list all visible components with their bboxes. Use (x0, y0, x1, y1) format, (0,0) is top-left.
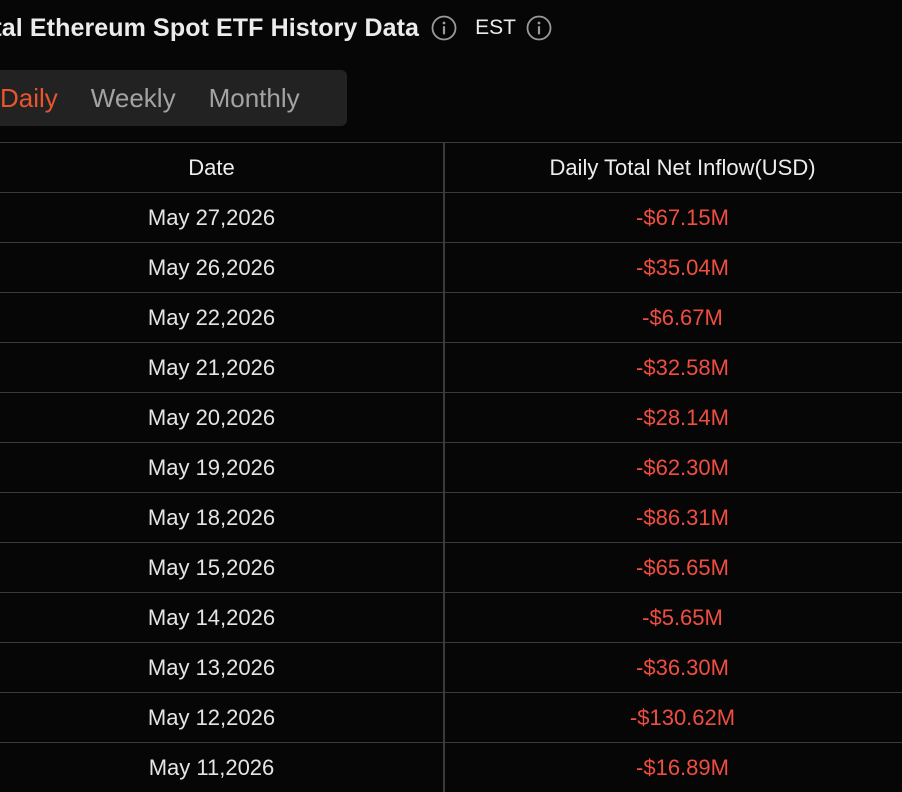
table-row: May 12,2026 -$130.62M (0, 692, 902, 743)
table-row: May 18,2026 -$86.31M (0, 492, 902, 543)
info-circle-icon[interactable] (431, 15, 457, 41)
table-row: May 27,2026 -$67.15M (0, 192, 902, 243)
date-cell: May 11,2026 (0, 742, 445, 792)
net-inflow-cell: -$36.30M (444, 642, 902, 693)
table-row: May 19,2026 -$62.30M (0, 442, 902, 493)
page-header: otal Ethereum Spot ETF History Data EST (0, 8, 552, 48)
net-inflow-cell: -$16.89M (444, 742, 902, 792)
date-cell: May 20,2026 (0, 392, 445, 443)
date-cell: May 12,2026 (0, 692, 445, 743)
date-cell: May 22,2026 (0, 292, 445, 343)
net-inflow-cell: -$6.67M (444, 292, 902, 343)
date-cell: May 19,2026 (0, 442, 445, 493)
net-inflow-cell: -$5.65M (444, 592, 902, 643)
table-row: May 21,2026 -$32.58M (0, 342, 902, 393)
table-row: May 22,2026 -$6.67M (0, 292, 902, 343)
date-cell: May 13,2026 (0, 642, 445, 693)
net-inflow-cell: -$67.15M (444, 192, 902, 243)
date-cell: May 18,2026 (0, 492, 445, 543)
net-inflow-cell: -$65.65M (444, 542, 902, 593)
timezone-label: EST (475, 16, 516, 39)
column-header-date[interactable]: Date (0, 142, 445, 193)
date-cell: May 26,2026 (0, 242, 445, 293)
date-cell: May 27,2026 (0, 192, 445, 243)
date-cell: May 15,2026 (0, 542, 445, 593)
date-cell: May 14,2026 (0, 592, 445, 643)
net-inflow-cell: -$86.31M (444, 492, 902, 543)
column-header-inflow[interactable]: Daily Total Net Inflow(USD) (444, 142, 902, 193)
net-inflow-cell: -$28.14M (444, 392, 902, 443)
page-title: otal Ethereum Spot ETF History Data (0, 13, 420, 42)
table-row: May 15,2026 -$65.65M (0, 542, 902, 593)
net-inflow-cell: -$130.62M (444, 692, 902, 743)
net-inflow-cell: -$32.58M (444, 342, 902, 393)
tab-monthly[interactable]: Monthly (208, 82, 300, 113)
net-inflow-cell: -$35.04M (444, 242, 902, 293)
net-inflow-cell: -$62.30M (444, 442, 902, 493)
timezone-info-icon[interactable] (526, 15, 552, 41)
table-row: May 11,2026 -$16.89M (0, 742, 902, 792)
table-row: May 20,2026 -$28.14M (0, 392, 902, 443)
table-row: May 26,2026 -$35.04M (0, 242, 902, 293)
table-row: May 14,2026 -$5.65M (0, 592, 902, 643)
etf-history-table: Date Daily Total Net Inflow(USD) May 27,… (0, 142, 902, 792)
period-tabs: Daily Weekly Monthly (0, 70, 347, 126)
tab-weekly[interactable]: Weekly (90, 82, 176, 113)
table-header-row: Date Daily Total Net Inflow(USD) (0, 142, 902, 193)
tab-daily[interactable]: Daily (0, 82, 58, 113)
table-row: May 13,2026 -$36.30M (0, 642, 902, 693)
date-cell: May 21,2026 (0, 342, 445, 393)
